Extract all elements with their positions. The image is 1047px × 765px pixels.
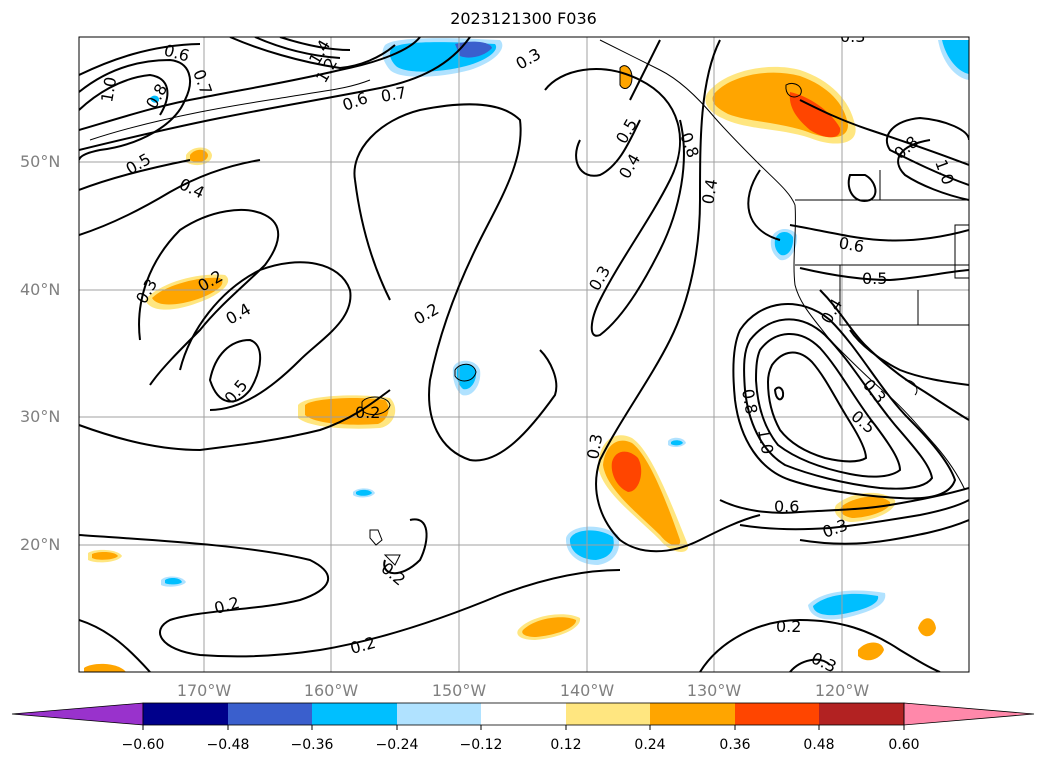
contour-label: 0.3 [583,432,606,460]
contour-label: 0.2 [355,403,380,422]
colorbar-tick-label: −0.48 [206,737,250,753]
colorbar-segment [481,703,566,725]
colorbar-tick-label: 0.48 [803,737,835,753]
positive-anomaly-patch [918,618,936,637]
negative-anomaly-patch [150,95,160,103]
negative-anomaly-patch [671,440,683,446]
colorbar-extend-left [11,702,144,726]
lon-label: 120°W [814,681,870,700]
positive-anomaly-patch [84,663,126,672]
lon-label: 140°W [559,681,615,700]
negative-anomaly-patch [942,40,969,74]
contour-label: 0.7 [379,83,407,106]
map-frame [78,36,970,673]
coastlines [89,39,969,566]
lat-label: 30°N [20,407,61,426]
positive-anomaly-patch [858,642,884,661]
contour-label: 0.6 [774,497,799,516]
lat-label: 20°N [20,535,61,554]
colorbar-tick-label: −0.60 [121,737,165,753]
colorbar-segment [735,703,819,725]
colorbar-tick-label: 0.36 [719,737,751,753]
negative-anomaly-patch [356,489,372,496]
negative-anomaly-patch [165,577,182,585]
colorbar-segment [312,703,397,725]
negative-anomaly-patch [813,593,879,616]
lon-label: 160°W [303,681,359,700]
colorbar-tick-label: −0.24 [375,737,419,753]
colorbar [11,702,1035,730]
positive-anomaly-patch [620,65,632,89]
colorbar-tick-label: 0.12 [550,737,582,753]
colorbar-tick-label: −0.12 [459,737,503,753]
positive-anomaly-patch [789,92,841,138]
colorbar-segment [143,703,228,725]
positive-anomaly-patch [305,397,389,425]
negative-anomaly-patch [456,363,477,390]
map-title: 2023121300 F036 [450,9,597,28]
contour-label: 0.8 [738,387,761,415]
anomaly-outlines [361,65,802,416]
colorbar-segment [650,703,735,725]
negative-anomaly-patch [774,231,794,256]
contour-label: 1.0 [97,75,120,103]
colorbar-segment [819,703,904,725]
contour-lines [79,37,969,672]
contour-label: 0.4 [698,177,721,205]
colorbar-outline [142,702,905,726]
colorbar-segment [228,703,312,725]
lon-label: 150°W [431,681,487,700]
positive-anomaly-patch [152,277,223,305]
contour-label: 0.3 [840,27,865,46]
contour-label: 0.6 [837,233,865,256]
positive-anomaly-patch [92,551,118,560]
gridlines [79,37,969,672]
map-frame-bg [79,37,969,672]
lat-label: 50°N [20,152,61,171]
colorbar-tick-label: −0.36 [290,737,334,753]
colorbar-extend-right [903,702,1035,726]
contour-label: 0.5 [862,269,887,288]
colorbar-tick-label: 0.24 [634,737,666,753]
colorbar-segment [397,703,481,725]
colorbar-tick-label: 0.60 [888,737,920,753]
lon-label: 130°W [686,681,742,700]
positive-anomaly-patch [611,451,642,492]
lon-label: 170°W [176,681,232,700]
contour-label: 1.0 [754,427,777,455]
lat-label: 40°N [20,280,61,299]
contour-label: 0.2 [776,617,801,636]
colorbar-segment [566,703,650,725]
positive-anomaly-patch [522,617,577,637]
